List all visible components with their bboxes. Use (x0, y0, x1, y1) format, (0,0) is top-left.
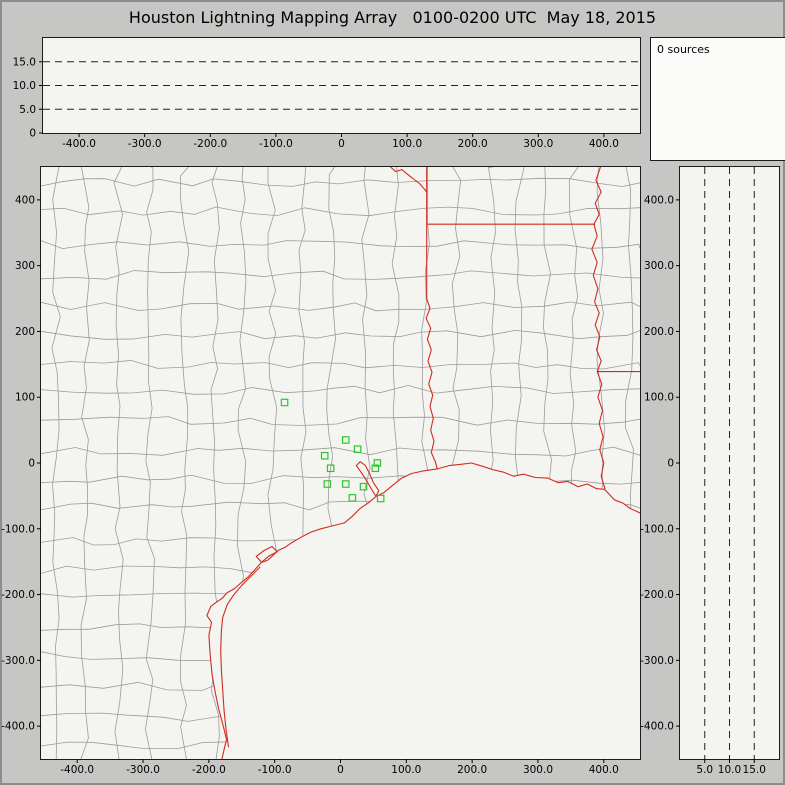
altitude-vs-northsouth-plot[interactable]: 5.0 10.0 15.0 400.0 300.0 200.0 100.0 0 -100.0 -2… (640, 167, 779, 776)
county-boundaries (41, 167, 640, 759)
svg-text:0: 0 (28, 458, 35, 470)
altitude-vs-eastwest-panel[interactable]: -400.0 -300.0 -200.0 -100.0 0 100.0 200.0 300.0… (13, 37, 641, 150)
svg-text:-100.0: -100.0 (259, 138, 293, 150)
svg-text:15.0: 15.0 (13, 56, 36, 68)
station-marker (341, 436, 350, 444)
barrier-island (220, 566, 261, 748)
map-axes (37, 199, 605, 763)
altitude-vs-northsouth-panel[interactable]: 5.0 10.0 15.0 400.0 300.0 200.0 100.0 0 -100.0 -2… (640, 166, 780, 776)
altitude-vs-eastwest-plot[interactable]: -400.0 -300.0 -200.0 -100.0 0 100.0 200.0 300.0… (13, 38, 640, 150)
ms-river (591, 166, 606, 490)
sources-count-label: 0 sources (657, 43, 710, 56)
svg-text:10.0: 10.0 (718, 764, 741, 776)
svg-text:400.0: 400.0 (644, 194, 674, 206)
altitude-gridlines (704, 167, 755, 759)
plan-view-map[interactable]: -400.0 -300.0 -200.0 -100.0 0 100.0 200.0 300.0… (1, 166, 641, 776)
sources-count-panel: 0 sources (650, 37, 785, 161)
page-title: Houston Lightning Mapping Array 0100-020… (128, 8, 657, 27)
svg-text:-400.0: -400.0 (1, 721, 35, 733)
svg-text:100.0: 100.0 (391, 764, 421, 776)
svg-text:0: 0 (337, 764, 344, 776)
coast (206, 462, 641, 760)
station-marker (353, 445, 362, 453)
station-marker (341, 480, 350, 488)
station-marker (348, 494, 357, 502)
lma-station-markers (280, 398, 385, 503)
station-marker (320, 451, 329, 460)
svg-text:200.0: 200.0 (457, 764, 487, 776)
svg-text:100.0: 100.0 (644, 392, 674, 404)
svg-text:-300.0: -300.0 (126, 764, 160, 776)
svg-text:300.0: 300.0 (644, 260, 674, 272)
station-marker (373, 459, 382, 467)
svg-text:-400.0: -400.0 (640, 721, 674, 733)
svg-text:0: 0 (338, 138, 345, 150)
svg-text:200.0: 200.0 (458, 138, 488, 150)
sabine-river (425, 298, 438, 470)
svg-text:5.0: 5.0 (696, 764, 713, 776)
galveston-bay (355, 461, 380, 497)
right-panel-axes (676, 199, 755, 763)
svg-text:-200.0: -200.0 (1, 589, 35, 601)
altitude-gridlines (43, 61, 640, 110)
svg-text:15.0: 15.0 (743, 764, 766, 776)
plan-view-map-panel[interactable]: -400.0 -300.0 -200.0 -100.0 0 100.0 200.0 300.0… (1, 166, 641, 776)
svg-text:100.0: 100.0 (392, 138, 422, 150)
svg-text:100: 100 (15, 392, 35, 404)
svg-text:0: 0 (667, 458, 674, 470)
svg-text:0: 0 (29, 128, 36, 140)
station-marker (280, 398, 289, 407)
station-marker (371, 464, 380, 473)
svg-text:-400.0: -400.0 (60, 764, 94, 776)
state-borders-and-coastline (206, 166, 641, 760)
svg-text:300: 300 (15, 260, 35, 272)
svg-text:-200.0: -200.0 (193, 138, 227, 150)
svg-text:300.0: 300.0 (523, 764, 553, 776)
svg-text:-300.0: -300.0 (1, 655, 35, 667)
svg-text:5.0: 5.0 (19, 104, 36, 116)
svg-text:200.0: 200.0 (644, 326, 674, 338)
station-marker (359, 482, 368, 491)
svg-text:-200.0: -200.0 (640, 589, 674, 601)
station-marker (323, 480, 332, 488)
svg-text:-300.0: -300.0 (640, 655, 674, 667)
svg-text:200: 200 (15, 326, 35, 338)
red-river (390, 166, 428, 193)
svg-text:-100.0: -100.0 (1, 523, 35, 535)
svg-text:-100.0: -100.0 (640, 523, 674, 535)
matagorda-bay (255, 545, 278, 563)
station-marker (326, 464, 335, 473)
top-panel-axes (39, 61, 605, 137)
svg-text:10.0: 10.0 (13, 80, 36, 92)
svg-text:300.0: 300.0 (523, 138, 553, 150)
svg-text:400: 400 (15, 194, 35, 206)
svg-text:-100.0: -100.0 (258, 764, 292, 776)
svg-text:400.0: 400.0 (589, 764, 619, 776)
svg-text:400.0: 400.0 (589, 138, 619, 150)
svg-text:-400.0: -400.0 (62, 138, 96, 150)
svg-text:-200.0: -200.0 (192, 764, 226, 776)
svg-text:-300.0: -300.0 (128, 138, 162, 150)
station-marker (376, 494, 385, 503)
